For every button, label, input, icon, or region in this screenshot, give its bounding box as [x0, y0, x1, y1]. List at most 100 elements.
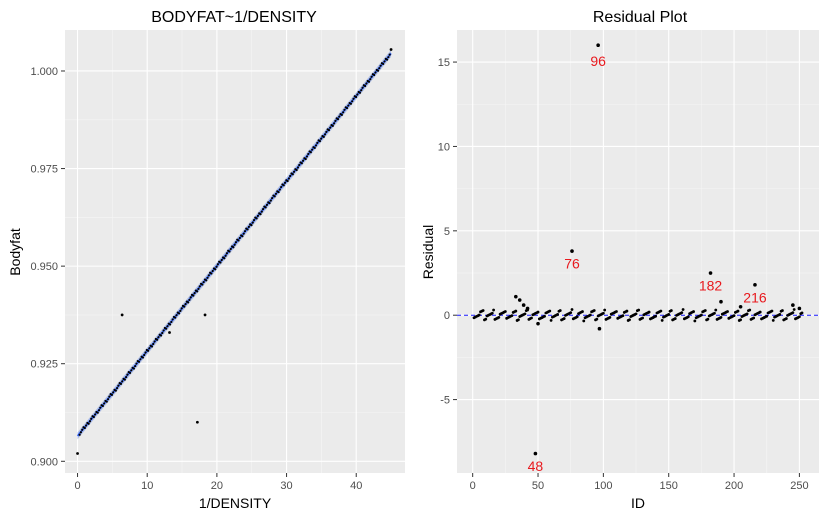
- data-point: [123, 378, 126, 381]
- residual-point: [758, 310, 762, 314]
- residual-point: [792, 308, 796, 311]
- residual-point: [669, 309, 673, 312]
- left-y-axis-label: Bodyfat: [7, 228, 23, 276]
- data-point: [342, 111, 345, 114]
- residual-point: [562, 317, 566, 320]
- residual-point: [530, 316, 533, 320]
- data-point: [166, 325, 169, 328]
- residual-point: [581, 310, 584, 313]
- residual-point: [686, 315, 690, 319]
- data-point: [119, 382, 123, 385]
- data-point: [323, 133, 327, 136]
- data-point: [327, 129, 331, 132]
- data-point: [228, 250, 231, 253]
- residual-point: [615, 310, 618, 313]
- data-point: [333, 122, 336, 125]
- data-point: [152, 342, 155, 346]
- residual-point: [628, 318, 631, 322]
- data-point: [206, 276, 209, 279]
- data-point: [79, 431, 83, 434]
- right-y-ticks: -5 0 5 10 15: [438, 57, 457, 407]
- outlier-annotation: 96: [590, 53, 606, 69]
- data-point: [83, 426, 86, 430]
- residual-point: [596, 43, 600, 47]
- data-point: [121, 380, 124, 383]
- y-tick-label: 10: [438, 141, 450, 153]
- residual-point: [543, 314, 546, 318]
- x-tick-label: 40: [350, 480, 362, 492]
- data-point: [92, 415, 95, 419]
- residual-point: [692, 310, 695, 313]
- residual-point: [556, 313, 560, 316]
- data-point: [94, 413, 97, 416]
- data-point: [103, 402, 106, 405]
- data-point: [260, 210, 263, 213]
- data-point: [365, 82, 368, 85]
- x-tick-label: 150: [660, 480, 678, 492]
- data-point: [237, 239, 240, 242]
- data-point: [214, 268, 217, 271]
- data-point: [180, 307, 183, 310]
- data-point: [345, 106, 349, 110]
- data-point: [352, 97, 355, 100]
- residual-point: [680, 311, 684, 315]
- residual-point: [771, 318, 775, 322]
- y-tick-label: 0.925: [30, 359, 58, 371]
- data-point: [367, 80, 371, 83]
- residual-point: [514, 294, 518, 299]
- residual-point: [592, 309, 596, 312]
- data-point: [385, 58, 389, 61]
- data-point: [229, 247, 232, 251]
- right-data-points: [472, 43, 804, 456]
- y-tick-label: 0.975: [30, 164, 58, 176]
- data-point: [338, 115, 341, 118]
- residual-point: [748, 308, 752, 312]
- data-point: [112, 391, 115, 394]
- residual-point: [533, 451, 538, 456]
- y-tick-label: 15: [438, 57, 450, 69]
- data-point: [269, 199, 272, 202]
- data-point: [159, 334, 163, 337]
- data-point: [241, 235, 244, 238]
- data-point: [97, 409, 101, 412]
- data-point: [132, 367, 135, 370]
- y-tick-label: 5: [444, 226, 450, 238]
- data-point: [278, 188, 281, 191]
- data-point: [305, 155, 309, 158]
- data-point: [296, 166, 300, 169]
- residual-point: [703, 309, 707, 312]
- data-point: [291, 173, 294, 176]
- outlier-point: [203, 313, 207, 317]
- data-point: [304, 157, 307, 161]
- data-point: [78, 433, 81, 436]
- data-point: [202, 280, 205, 284]
- data-point: [184, 303, 187, 306]
- data-point: [108, 395, 111, 398]
- y-tick-label: 1.000: [30, 66, 58, 78]
- data-point: [343, 108, 346, 111]
- data-point: [187, 301, 190, 304]
- y-tick-label: 0: [444, 310, 450, 322]
- data-point: [252, 219, 256, 222]
- outlier-annotation: 76: [564, 256, 580, 272]
- data-point: [259, 213, 262, 216]
- bodyfat-density-panel: BODYFAT~1/DENSITY 0 10 20 30 40 0.9000.9250.…: [7, 9, 405, 511]
- residual-point: [667, 313, 671, 316]
- data-point: [139, 358, 142, 361]
- data-point: [329, 126, 332, 129]
- data-point: [134, 364, 137, 368]
- y-tick-label: 0.900: [30, 456, 58, 468]
- data-point: [211, 269, 214, 273]
- outlier-annotation: 216: [743, 289, 767, 305]
- residual-point: [588, 313, 592, 317]
- residual-point: [621, 314, 625, 318]
- residual-point: [699, 313, 703, 317]
- data-point: [302, 159, 305, 162]
- data-point: [105, 400, 108, 403]
- residual-point: [521, 303, 526, 307]
- residual-point: [548, 309, 552, 313]
- data-point: [153, 340, 156, 343]
- data-point: [114, 389, 117, 392]
